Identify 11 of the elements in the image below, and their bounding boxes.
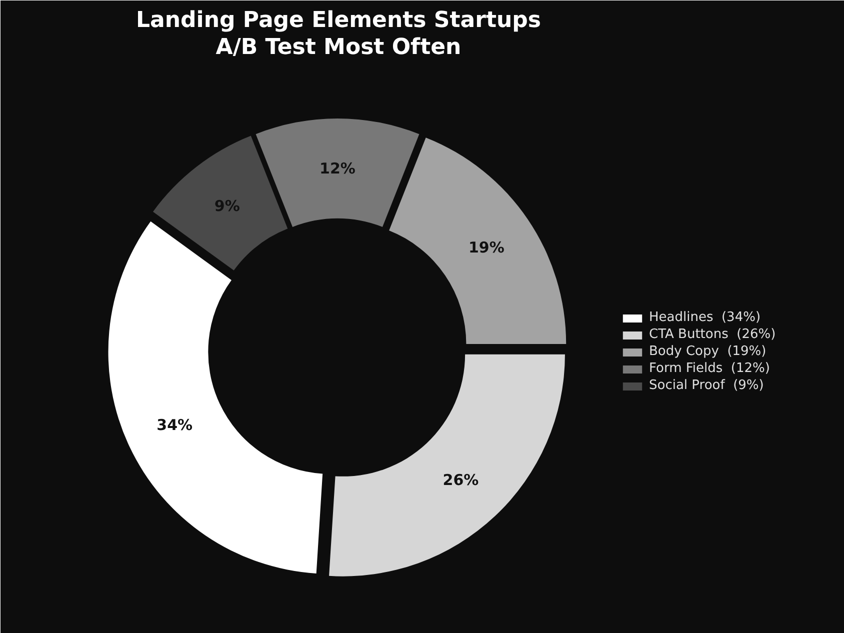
data-label: 19% [468, 238, 504, 256]
data-label: 9% [214, 197, 240, 216]
data-label: 12% [320, 159, 356, 178]
legend-label: CTA Buttons (26%) [649, 327, 776, 342]
data-label: 26% [442, 470, 479, 489]
chart-title: Landing Page Elements Startups A/B Test Most Often [136, 8, 541, 60]
data-label: 34% [156, 416, 193, 434]
legend-label: Form Fields (12%) [649, 361, 770, 376]
legend-label: Social Proof (9%) [649, 378, 764, 393]
legend-label: Body Copy (19%) [649, 344, 766, 359]
legend-label: Headlines (34%) [649, 310, 761, 325]
